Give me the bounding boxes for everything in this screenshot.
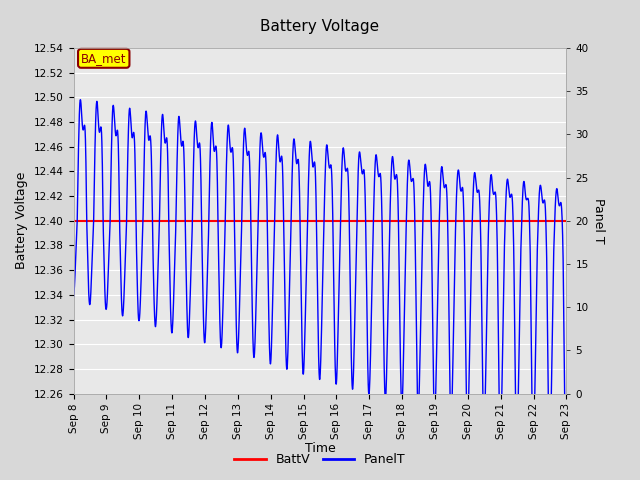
Y-axis label: Panel T: Panel T [593,198,605,244]
Text: BA_met: BA_met [81,52,127,65]
Text: Battery Voltage: Battery Voltage [260,19,380,34]
Y-axis label: Battery Voltage: Battery Voltage [15,172,28,269]
X-axis label: Time: Time [305,442,335,455]
Legend: BattV, PanelT: BattV, PanelT [229,448,411,471]
